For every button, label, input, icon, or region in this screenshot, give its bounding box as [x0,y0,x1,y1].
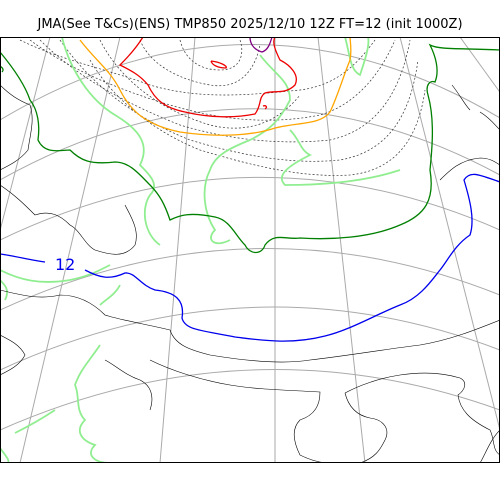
map-title: JMA(See T&Cs)(ENS) TMP850 2025/12/10 12Z… [37,17,463,32]
purple-contour [249,37,273,53]
blue-contour-12 [0,173,500,342]
longitude-gridlines [0,37,500,463]
map-frame [0,37,500,463]
lightgreen-contours [0,37,401,463]
latitude-gridlines [0,44,500,431]
contour-label-12: 12 [55,255,75,274]
coastlines [0,84,500,463]
orange-contour [79,37,352,136]
red-contours [118,37,297,118]
dotted-contours [19,39,426,176]
green-contour [0,43,500,254]
